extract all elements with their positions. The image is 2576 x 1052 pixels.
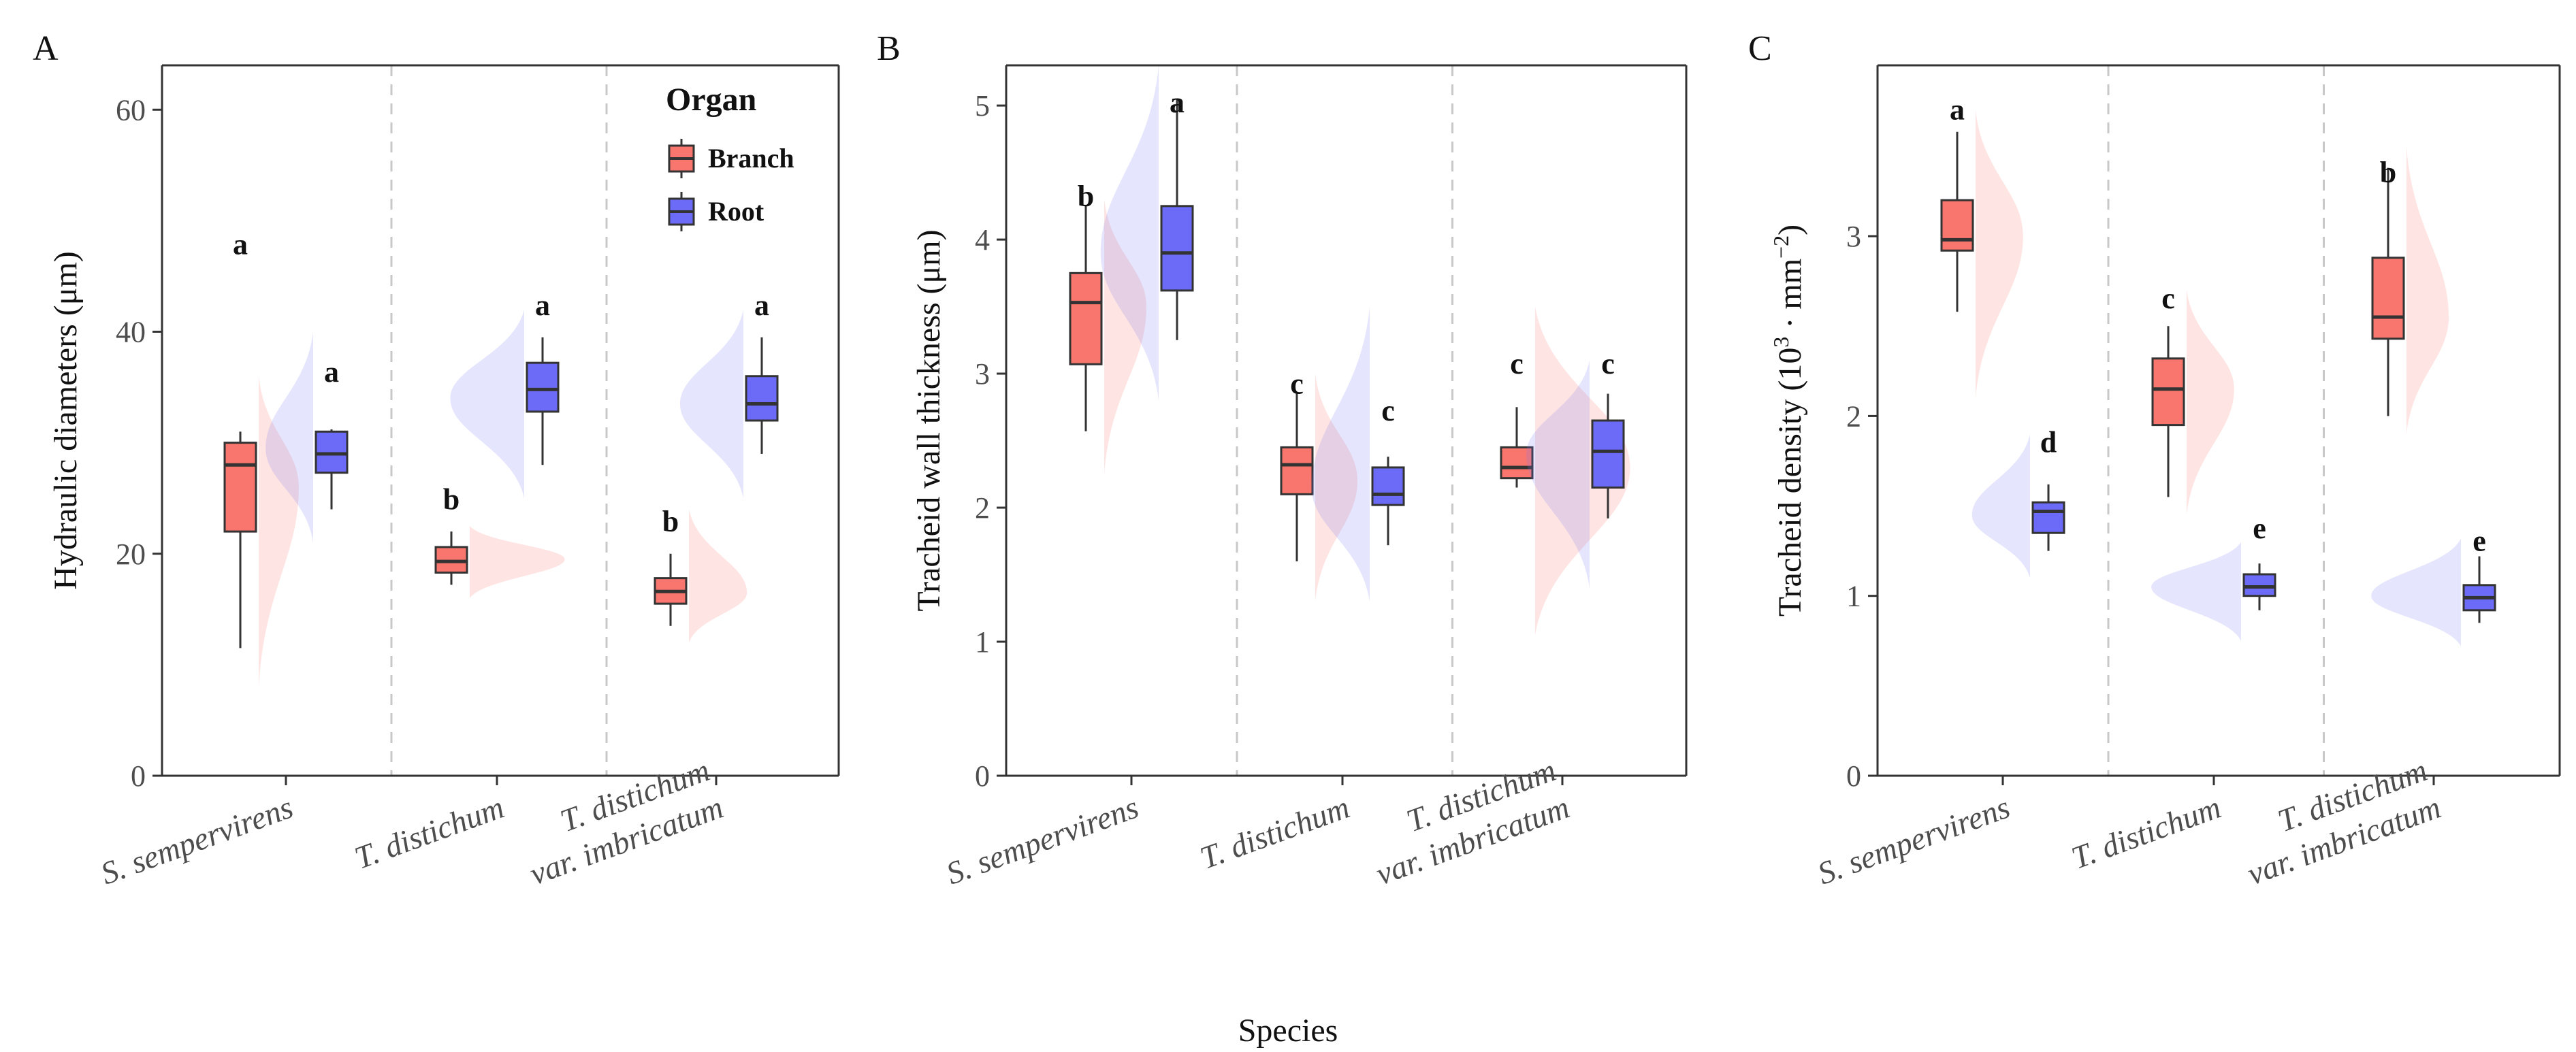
violin-root (1971, 433, 2030, 578)
violin-branch (470, 525, 565, 598)
significance-letter: c (1510, 347, 1524, 380)
y-tick-label: 2 (975, 491, 990, 525)
x-tick-label-group: S. sempervirens (1813, 790, 2014, 892)
chart-panel-c: Ca c b d e e 0 1 2 3 S. sempervirens T. distichum T.… (1748, 29, 2561, 892)
y-axis-title: Hydraulic diameters (μm) (48, 251, 84, 590)
y-tick-label: 1 (975, 625, 990, 659)
panel-letter: A (33, 29, 59, 68)
significance-letter: d (2040, 425, 2057, 459)
legend: Organ Branch Root (666, 82, 794, 231)
x-tick-label-group: T. distichum (350, 790, 509, 876)
panel-letter: B (877, 29, 901, 68)
y-axis-title-part: 3 (1769, 337, 1793, 348)
significance-letter: a (1950, 93, 1965, 126)
violin-root (2371, 538, 2461, 646)
violin-branch (2187, 290, 2234, 515)
y-axis-title-part: ) (1772, 225, 1808, 235)
x-tick-label: T. distichum (2067, 790, 2225, 876)
violin-branch (2406, 146, 2449, 434)
box-root (1591, 419, 1625, 489)
box-root (745, 375, 779, 422)
violin-root (1311, 306, 1370, 602)
violin-root (2151, 542, 2241, 641)
box-branch (223, 442, 257, 533)
significance-letter: c (1381, 394, 1395, 427)
x-tick-label: T. distichum (1195, 790, 1354, 876)
y-tick-label: 5 (975, 89, 990, 122)
significance-letter: a (233, 227, 248, 261)
y-tick-label: 0 (975, 759, 990, 793)
violin-root (450, 309, 524, 499)
significance-letter: a (324, 355, 339, 389)
box-branch (2371, 257, 2405, 340)
violin-branch (689, 509, 747, 643)
box-branch (1500, 446, 1534, 480)
x-tick-label-group: T. distichum (1195, 790, 1354, 876)
violin-root (1100, 65, 1159, 401)
box-branch (2151, 357, 2185, 427)
y-axis-title: Tracheid wall thickness (μm) (911, 229, 947, 611)
y-tick-label: 2 (1846, 399, 1861, 433)
significance-letter: c (1601, 347, 1615, 380)
x-tick-label: T. distichum (350, 790, 509, 876)
y-tick-label: 4 (975, 223, 990, 257)
y-axis-title: Tracheid density (103 · mm−2) (1769, 225, 1808, 617)
y-tick-label: 0 (131, 759, 146, 793)
x-tick-label-group: S. sempervirens (941, 790, 1143, 892)
box-branch (1280, 446, 1314, 495)
significance-letter: b (2380, 156, 2396, 189)
significance-letter: a (754, 289, 769, 322)
significance-letter: c (1290, 367, 1304, 401)
y-tick-label: 1 (1846, 580, 1861, 613)
y-tick-label: 3 (1846, 220, 1861, 253)
box-root (526, 361, 560, 413)
y-tick-label: 40 (116, 316, 146, 349)
y-axis-title-part: · mm (1772, 259, 1808, 337)
box-branch (1069, 272, 1103, 365)
x-tick-label-group: S. sempervirens (96, 790, 297, 892)
legend-title: Organ (666, 82, 756, 118)
y-tick-label: 0 (1846, 759, 1861, 793)
y-axis-title-part: −2 (1769, 235, 1793, 259)
y-axis-title-part: Tracheid density (10 (1772, 348, 1808, 617)
legend-label-branch: Branch (708, 143, 794, 174)
violin-root (680, 309, 743, 499)
significance-letter: e (2253, 512, 2266, 545)
significance-letter: a (535, 289, 550, 322)
violin-branch (1104, 199, 1146, 474)
y-tick-label: 60 (116, 93, 146, 127)
x-tick-label-group: T. distichum (2067, 790, 2225, 876)
significance-letter: b (1078, 180, 1094, 213)
x-axis-title: Species (1238, 1013, 1338, 1049)
chart-panel-b: Bb c c a c c 0 1 2 3 4 5 S. sempervirens T. distichum… (877, 29, 1688, 892)
x-tick-label: S. sempervirens (96, 790, 297, 892)
violin-branch (259, 376, 299, 687)
panel-letter: C (1748, 29, 1772, 68)
box-root (2242, 573, 2276, 597)
x-tick-label: S. sempervirens (1813, 790, 2014, 892)
significance-letter: b (662, 505, 679, 538)
significance-letter: b (443, 483, 460, 516)
box-root (1371, 466, 1405, 506)
legend-label-root: Root (708, 196, 764, 227)
violin-branch (1535, 306, 1630, 636)
box-root (1160, 205, 1194, 292)
significance-letter: a (1170, 86, 1185, 119)
box-root (2031, 501, 2065, 534)
x-tick-label: S. sempervirens (941, 790, 1143, 892)
significance-letter: c (2161, 282, 2175, 315)
violin-branch (1315, 374, 1357, 602)
significance-letter: e (2473, 525, 2486, 558)
box-branch (1940, 199, 1974, 252)
violin-root (1526, 360, 1590, 589)
y-tick-label: 20 (116, 538, 146, 571)
violin-root (265, 331, 313, 543)
violin-branch (1976, 110, 2023, 398)
y-tick-label: 3 (975, 357, 990, 391)
